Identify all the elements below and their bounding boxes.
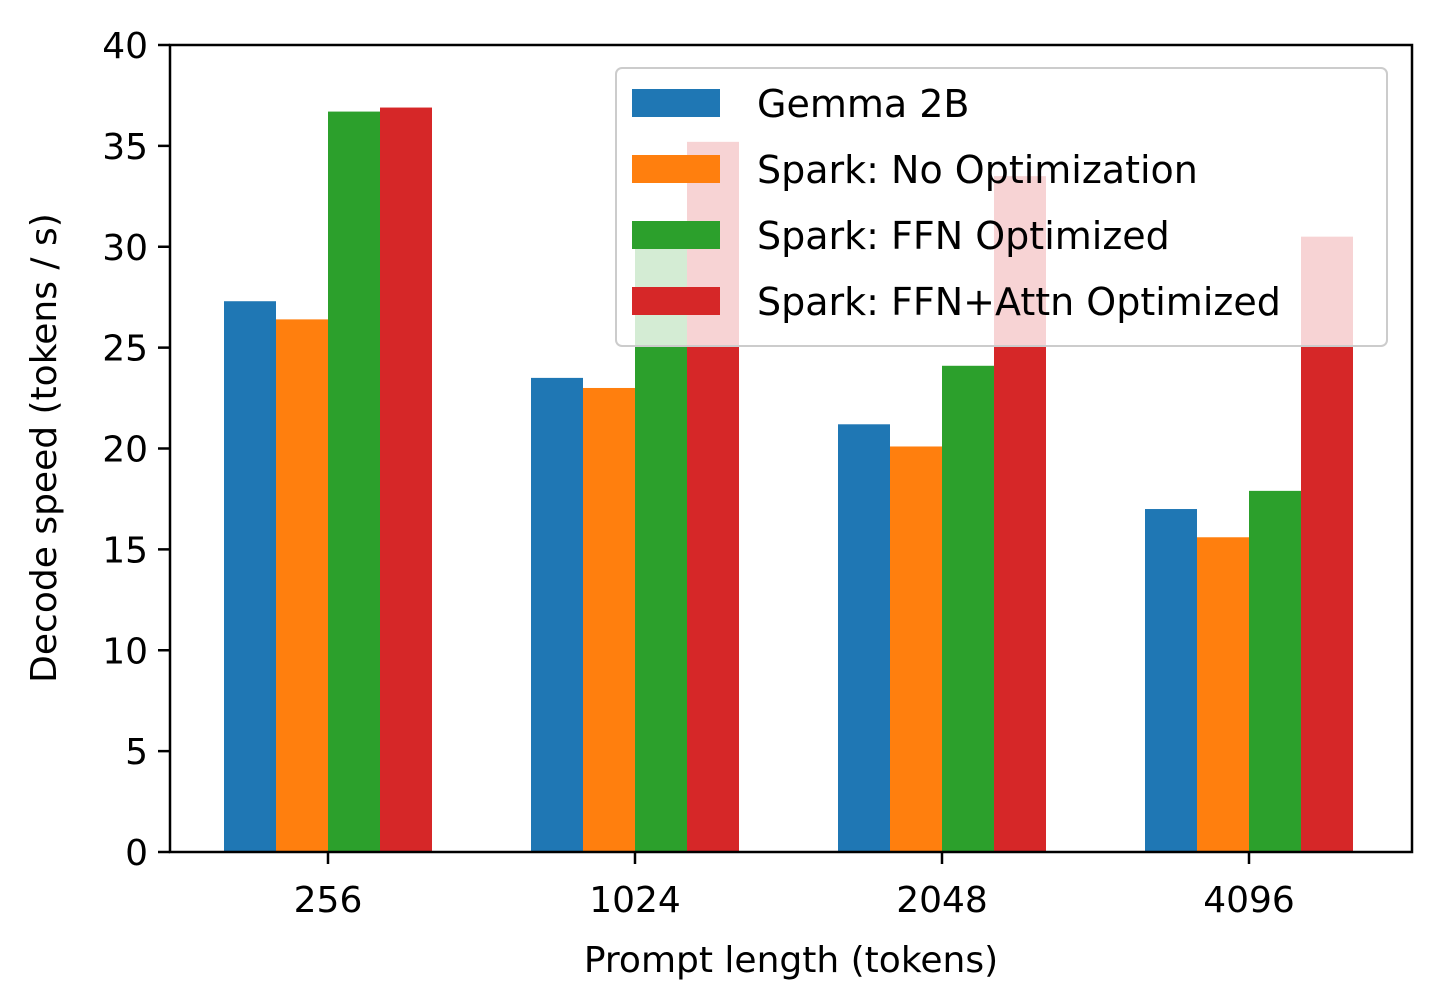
y-tick-label: 25: [102, 329, 148, 370]
legend-swatch-3: [632, 221, 720, 249]
x-axis-ticks: 256 1024 2048 4096: [294, 852, 1295, 921]
x-tick-label: 1024: [589, 880, 681, 921]
legend-label-3: Spark: FFN Optimized: [757, 214, 1170, 258]
legend-label-4: Spark: FFN+Attn Optimized: [757, 280, 1281, 324]
bar-1024-series-1: [531, 377, 583, 852]
bar-256-series-3: [328, 111, 380, 852]
bar-256-series-4: [380, 107, 432, 853]
legend-label-2: Spark: No Optimization: [757, 148, 1198, 192]
x-tick-label: 4096: [1203, 880, 1295, 921]
y-tick-label: 15: [102, 530, 148, 571]
bar-2048-series-3: [942, 365, 994, 852]
y-tick-label: 20: [102, 430, 148, 471]
bar-256-series-2: [276, 319, 328, 852]
y-axis-ticks: 0 5 10 15 20 25 30 35 40: [102, 26, 170, 874]
y-tick-label: 40: [102, 26, 148, 67]
legend-entries: Gemma 2B Spark: No Optimization Spark: FFN…: [632, 82, 1281, 324]
y-axis-label: Decode speed (tokens / s): [24, 213, 65, 683]
legend-frame: [615, 67, 1388, 347]
legend: Gemma 2B Spark: No Optimization Spark: FFN…: [615, 67, 1388, 347]
bar-4096-series-1: [1145, 509, 1197, 852]
bar-2048-series-2: [890, 446, 942, 852]
x-axis-label: Prompt length (tokens): [584, 940, 998, 981]
y-tick-label: 5: [125, 732, 148, 773]
y-tick-label: 10: [102, 631, 148, 672]
x-tick-label: 256: [294, 880, 363, 921]
bars-layer: [224, 107, 1353, 853]
y-tick-label: 0: [125, 833, 148, 874]
y-tick-label: 30: [102, 228, 148, 269]
bar-1024-series-2: [583, 387, 635, 852]
bar-2048-series-1: [838, 424, 890, 852]
x-tick-label: 2048: [896, 880, 988, 921]
bar-4096-series-2: [1197, 537, 1249, 852]
y-tick-label: 35: [102, 127, 148, 168]
legend-swatch-1: [632, 89, 720, 117]
legend-label-1: Gemma 2B: [757, 82, 969, 126]
legend-swatch-4: [632, 287, 720, 315]
bar-256-series-1: [224, 301, 276, 852]
bar-4096-series-3: [1249, 490, 1301, 852]
legend-swatch-2: [632, 155, 720, 183]
